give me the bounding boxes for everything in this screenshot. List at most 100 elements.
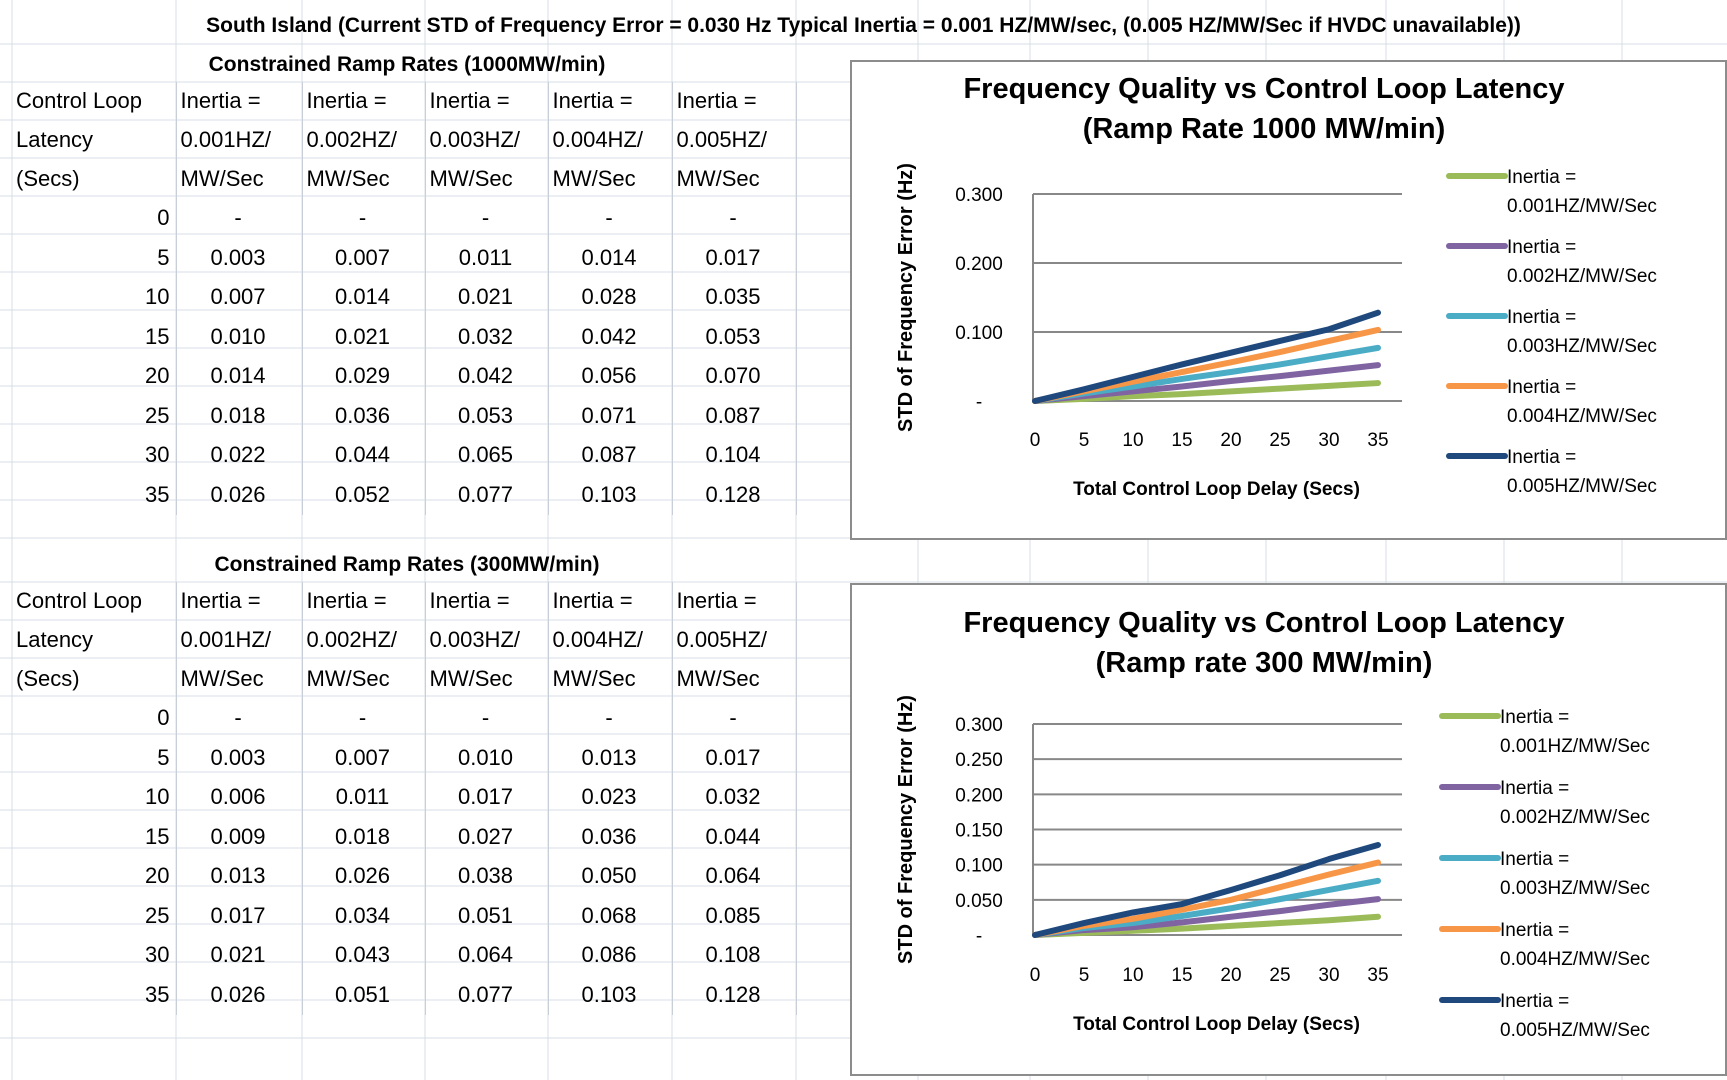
value-cell[interactable]: 0.003 xyxy=(176,238,303,278)
value-cell[interactable]: 0.029 xyxy=(302,356,426,396)
value-cell[interactable]: 0.038 xyxy=(425,856,549,896)
header-cell-inertia[interactable]: 0.002HZ/ xyxy=(302,620,426,660)
value-cell[interactable]: - xyxy=(176,698,303,738)
latency-cell[interactable]: 25 xyxy=(12,396,177,436)
value-cell[interactable]: 0.103 xyxy=(548,975,673,1015)
header-cell-latency[interactable]: (Secs) xyxy=(12,659,177,699)
value-cell[interactable]: 0.044 xyxy=(302,435,426,475)
value-cell[interactable]: - xyxy=(548,698,673,738)
value-cell[interactable]: 0.010 xyxy=(425,738,549,778)
value-cell[interactable]: 0.077 xyxy=(425,475,549,515)
value-cell[interactable]: 0.042 xyxy=(548,317,673,357)
value-cell[interactable]: 0.017 xyxy=(672,238,797,278)
header-cell-inertia[interactable]: 0.005HZ/ xyxy=(672,120,797,160)
value-cell[interactable]: 0.043 xyxy=(302,935,426,975)
value-cell[interactable]: 0.051 xyxy=(425,896,549,936)
latency-cell[interactable]: 35 xyxy=(12,975,177,1015)
header-cell-inertia[interactable]: MW/Sec xyxy=(176,659,303,699)
value-cell[interactable]: 0.044 xyxy=(672,817,797,857)
value-cell[interactable]: 0.021 xyxy=(425,277,549,317)
value-cell[interactable]: 0.036 xyxy=(548,817,673,857)
value-cell[interactable]: - xyxy=(672,698,797,738)
header-cell-latency[interactable]: Control Loop xyxy=(12,582,177,621)
value-cell[interactable]: 0.014 xyxy=(176,356,303,396)
value-cell[interactable]: 0.065 xyxy=(425,435,549,475)
value-cell[interactable]: - xyxy=(425,198,549,238)
header-cell-inertia[interactable]: Inertia = xyxy=(425,82,549,121)
latency-cell[interactable]: 20 xyxy=(12,856,177,896)
value-cell[interactable]: 0.026 xyxy=(176,475,303,515)
chart-box-1000[interactable]: Frequency Quality vs Control Loop Latenc… xyxy=(850,60,1727,540)
header-cell-latency[interactable]: Latency xyxy=(12,620,177,660)
latency-cell[interactable]: 0 xyxy=(12,698,177,738)
value-cell[interactable]: 0.007 xyxy=(176,277,303,317)
header-cell-inertia[interactable]: Inertia = xyxy=(176,582,303,621)
header-cell-inertia[interactable]: 0.005HZ/ xyxy=(672,620,797,660)
value-cell[interactable]: 0.026 xyxy=(176,975,303,1015)
value-cell[interactable]: 0.128 xyxy=(672,975,797,1015)
value-cell[interactable]: 0.042 xyxy=(425,356,549,396)
value-cell[interactable]: 0.026 xyxy=(302,856,426,896)
latency-cell[interactable]: 30 xyxy=(12,435,177,475)
header-cell-latency[interactable]: (Secs) xyxy=(12,159,177,199)
header-cell-inertia[interactable]: MW/Sec xyxy=(548,659,673,699)
value-cell[interactable]: - xyxy=(672,198,797,238)
value-cell[interactable]: 0.064 xyxy=(425,935,549,975)
value-cell[interactable]: 0.036 xyxy=(302,396,426,436)
value-cell[interactable]: 0.108 xyxy=(672,935,797,975)
header-cell-inertia[interactable]: Inertia = xyxy=(425,582,549,621)
header-cell-inertia[interactable]: MW/Sec xyxy=(548,159,673,199)
value-cell[interactable]: 0.009 xyxy=(176,817,303,857)
header-cell-inertia[interactable]: MW/Sec xyxy=(176,159,303,199)
latency-cell[interactable]: 20 xyxy=(12,356,177,396)
latency-cell[interactable]: 0 xyxy=(12,198,177,238)
header-cell-inertia[interactable]: 0.003HZ/ xyxy=(425,120,549,160)
header-cell-inertia[interactable]: 0.001HZ/ xyxy=(176,120,303,160)
value-cell[interactable]: 0.014 xyxy=(548,238,673,278)
header-cell-inertia[interactable]: Inertia = xyxy=(176,82,303,121)
header-cell-inertia[interactable]: MW/Sec xyxy=(672,659,797,699)
header-cell-inertia[interactable]: Inertia = xyxy=(672,82,797,121)
value-cell[interactable]: 0.103 xyxy=(548,475,673,515)
header-cell-inertia[interactable]: Inertia = xyxy=(672,582,797,621)
header-cell-inertia[interactable]: 0.001HZ/ xyxy=(176,620,303,660)
header-cell-inertia[interactable]: 0.004HZ/ xyxy=(548,120,673,160)
header-cell-inertia[interactable]: Inertia = xyxy=(548,582,673,621)
value-cell[interactable]: 0.085 xyxy=(672,896,797,936)
value-cell[interactable]: - xyxy=(548,198,673,238)
header-cell-inertia[interactable]: MW/Sec xyxy=(425,659,549,699)
value-cell[interactable]: 0.017 xyxy=(425,777,549,817)
value-cell[interactable]: 0.027 xyxy=(425,817,549,857)
header-cell-inertia[interactable]: MW/Sec xyxy=(302,659,426,699)
header-cell-latency[interactable]: Latency xyxy=(12,120,177,160)
value-cell[interactable]: 0.014 xyxy=(302,277,426,317)
value-cell[interactable]: - xyxy=(302,698,426,738)
latency-cell[interactable]: 15 xyxy=(12,317,177,357)
header-cell-inertia[interactable]: MW/Sec xyxy=(302,159,426,199)
header-cell-inertia[interactable]: Inertia = xyxy=(302,82,426,121)
latency-cell[interactable]: 10 xyxy=(12,777,177,817)
value-cell[interactable]: 0.011 xyxy=(302,777,426,817)
value-cell[interactable]: 0.013 xyxy=(548,738,673,778)
value-cell[interactable]: 0.032 xyxy=(425,317,549,357)
value-cell[interactable]: - xyxy=(176,198,303,238)
value-cell[interactable]: 0.086 xyxy=(548,935,673,975)
header-cell-inertia[interactable]: 0.003HZ/ xyxy=(425,620,549,660)
value-cell[interactable]: 0.128 xyxy=(672,475,797,515)
value-cell[interactable]: 0.018 xyxy=(302,817,426,857)
header-cell-inertia[interactable]: 0.004HZ/ xyxy=(548,620,673,660)
value-cell[interactable]: 0.017 xyxy=(672,738,797,778)
value-cell[interactable]: 0.077 xyxy=(425,975,549,1015)
latency-cell[interactable]: 10 xyxy=(12,277,177,317)
value-cell[interactable]: 0.051 xyxy=(302,975,426,1015)
header-cell-latency[interactable]: Control Loop xyxy=(12,82,177,121)
value-cell[interactable]: 0.023 xyxy=(548,777,673,817)
header-cell-inertia[interactable]: 0.002HZ/ xyxy=(302,120,426,160)
value-cell[interactable]: 0.007 xyxy=(302,238,426,278)
latency-cell[interactable]: 5 xyxy=(12,738,177,778)
latency-cell[interactable]: 30 xyxy=(12,935,177,975)
header-cell-inertia[interactable]: MW/Sec xyxy=(672,159,797,199)
value-cell[interactable]: 0.053 xyxy=(672,317,797,357)
value-cell[interactable]: 0.034 xyxy=(302,896,426,936)
value-cell[interactable]: 0.056 xyxy=(548,356,673,396)
